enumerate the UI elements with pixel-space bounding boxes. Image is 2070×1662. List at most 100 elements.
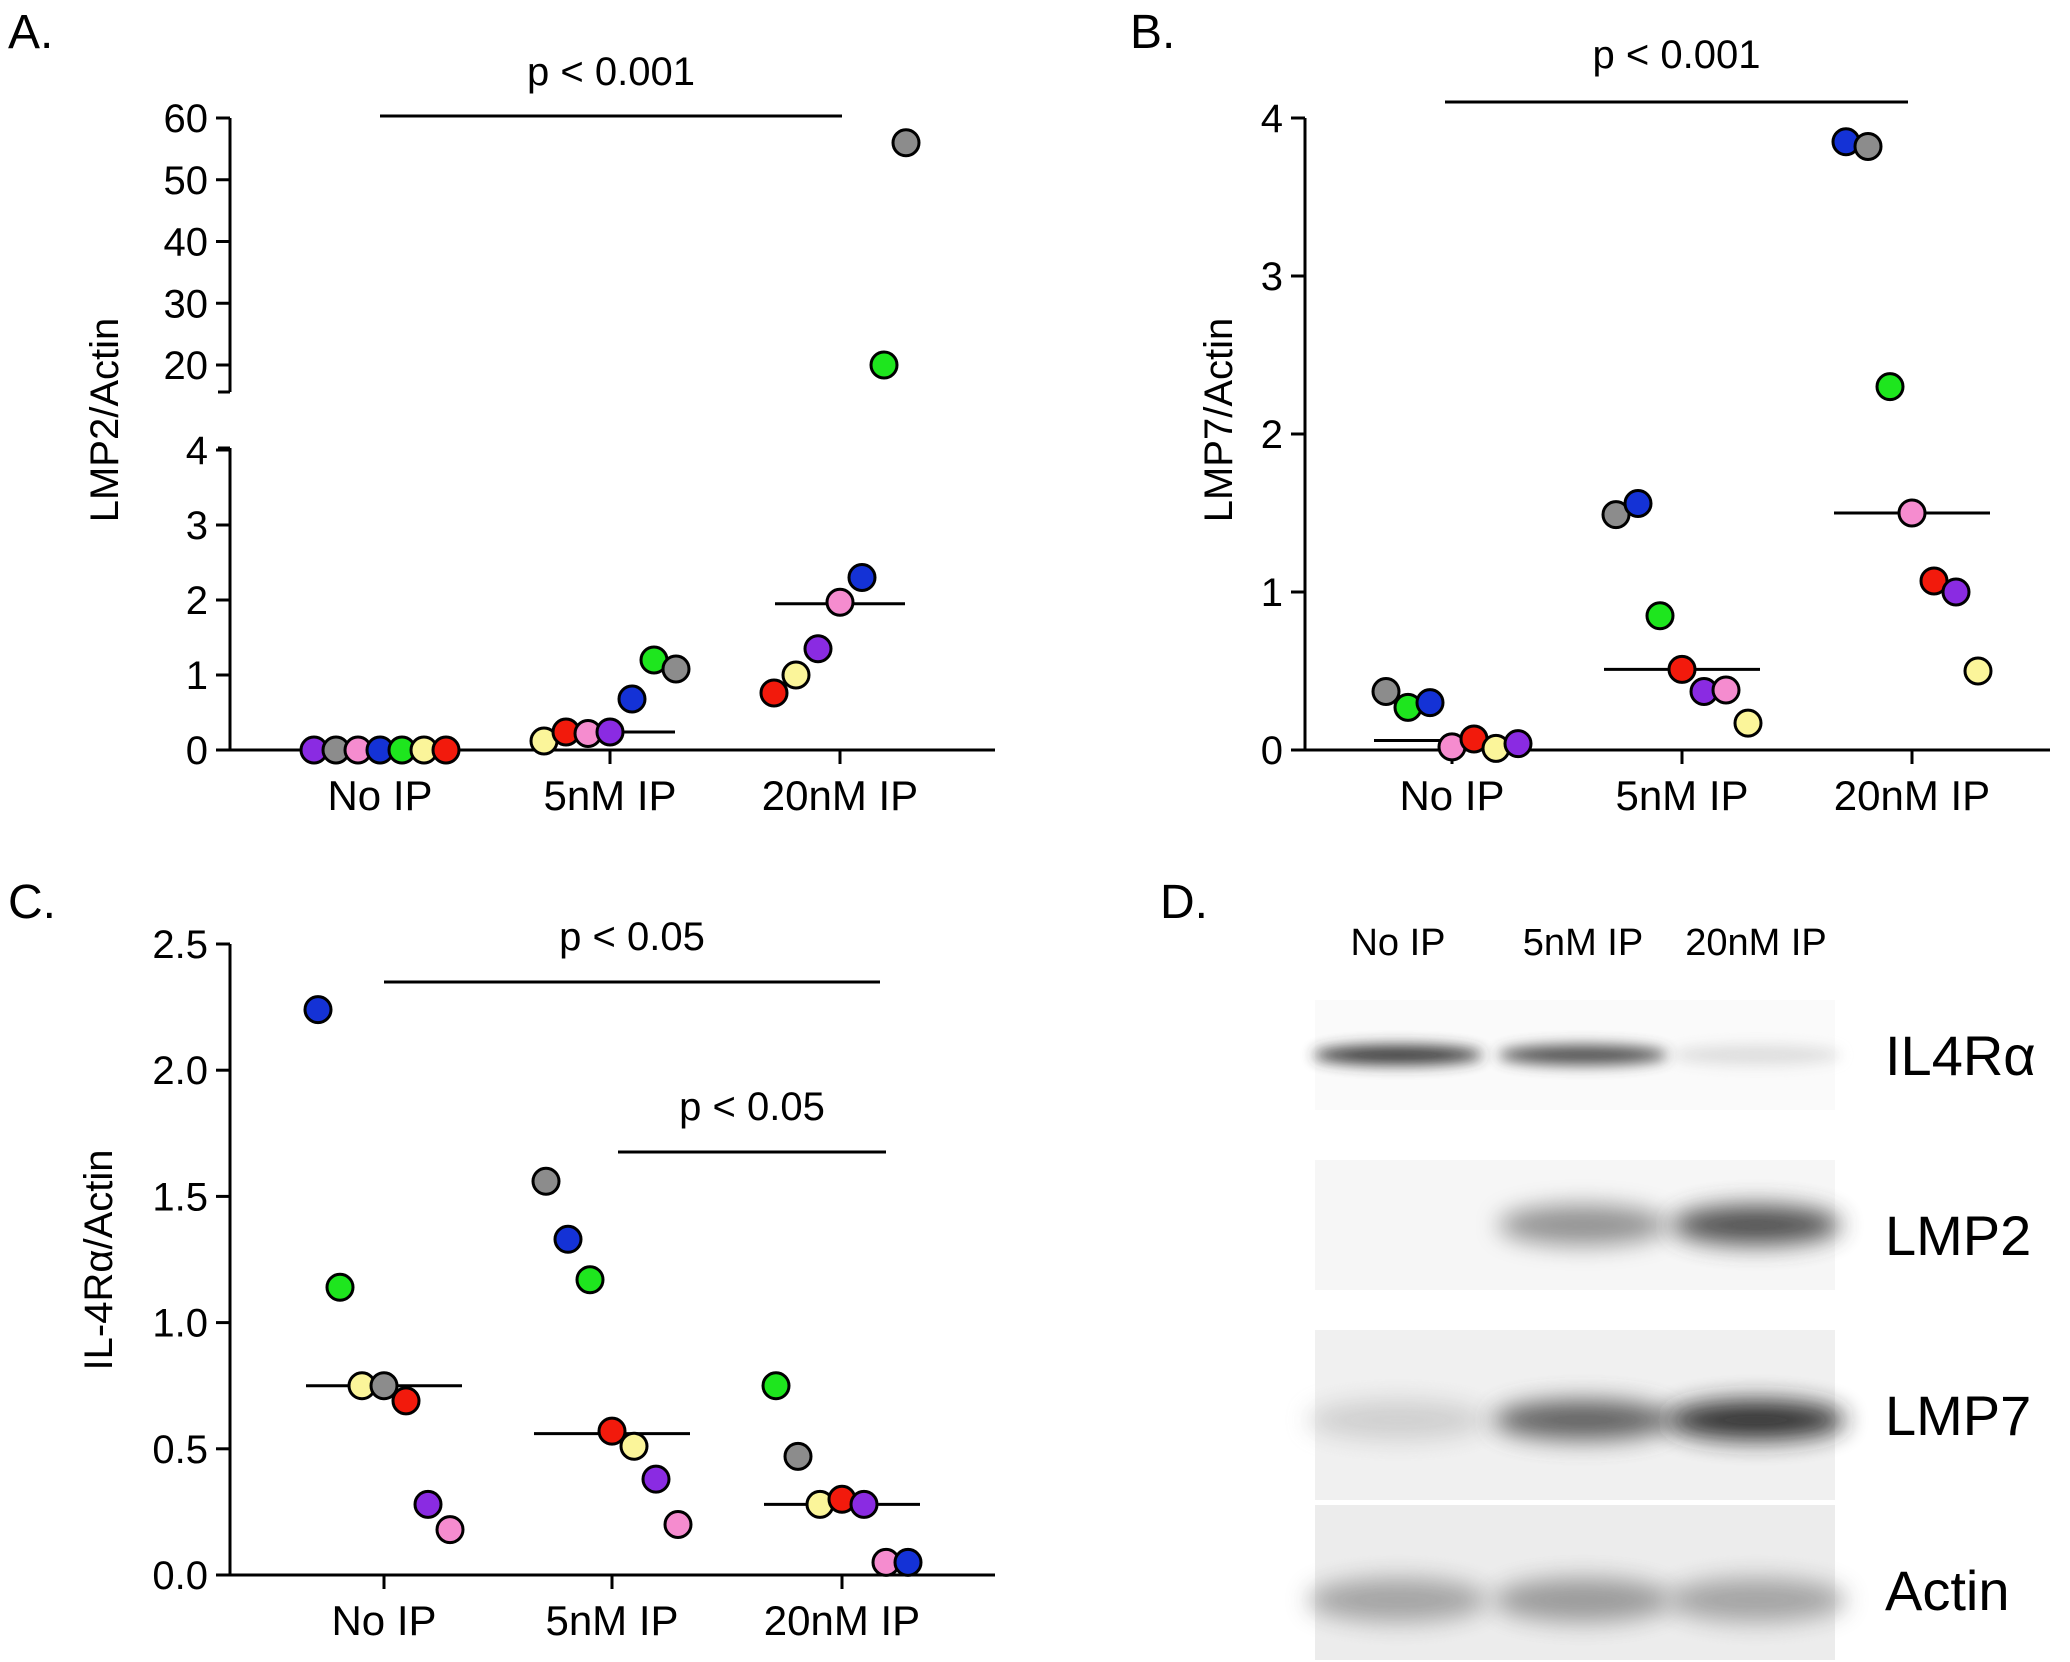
panel-c-point-purple-cat2 xyxy=(849,1489,879,1519)
panel-a-xtick-label-no-ip: No IP xyxy=(327,772,432,819)
panel-b-point-green-cat1 xyxy=(1645,601,1675,631)
panel-b-point-purple-cat2 xyxy=(1941,577,1971,607)
panel-c-point-pink-cat1 xyxy=(663,1510,693,1540)
panel-c-marks xyxy=(303,995,923,1577)
blot-band-lmp7-20nm-ip xyxy=(1666,1400,1846,1440)
panel-c-point-grey-cat2 xyxy=(783,1441,813,1471)
panel-c-point-green-cat1 xyxy=(575,1265,605,1295)
panel-b-ylabel: LMP7/Actin xyxy=(1197,318,1241,523)
panel-c: C. IL-4Rα/Actin 0.0 0.5 1.0 1.5 2.0 2.5 No IP 5… xyxy=(8,876,995,1644)
panel-b-xtick-label-5nm-ip: 5nM IP xyxy=(1615,772,1748,819)
panel-b-point-blue-cat0 xyxy=(1415,688,1445,718)
panel-b-point-pink-cat2 xyxy=(1897,498,1927,528)
panel-a-point-yellow-cat2 xyxy=(781,660,811,690)
panel-b-label: B. xyxy=(1130,6,1175,59)
blot-lane-label-5nm-ip: 5nM IP xyxy=(1523,922,1643,964)
panel-d-label: D. xyxy=(1160,876,1208,929)
panel-c-point-pink-cat0 xyxy=(435,1515,465,1545)
blot-band-actin-5nm-ip xyxy=(1493,1578,1673,1622)
panel-a-point-red-cat0 xyxy=(431,735,461,765)
panel-b-ytick-label-4: 4 xyxy=(1261,97,1283,141)
panel-a-point-purple-cat2 xyxy=(803,634,833,664)
blot-image xyxy=(1308,1000,1846,1660)
panel-b-ytick-label-0: 0 xyxy=(1261,729,1283,773)
panel-a-ytick-label-3: 3 xyxy=(186,504,208,548)
panel-b-point-purple-cat0 xyxy=(1503,729,1533,759)
panel-a-significance-label: p < 0.001 xyxy=(527,50,695,94)
blot-row-label-lmp2: LMP2 xyxy=(1885,1204,2031,1267)
panel-c-ytick-label-0-5: 0.5 xyxy=(152,1428,208,1472)
panel-a-axes: 0 1 2 3 4 20 30 40 50 60 No IP 5nM IP 20nM IP p < 0.0… xyxy=(164,50,995,819)
panel-b-xtick-label-no-ip: No IP xyxy=(1399,772,1504,819)
panel-a-point-green-cat2 xyxy=(869,350,899,380)
panel-c-ytick-label-0-0: 0.0 xyxy=(152,1554,208,1598)
blot-band-lmp2-5nm-ip xyxy=(1498,1205,1668,1245)
panel-b-axes: 0 1 2 3 4 No IP 5nM IP 20nM IP p < 0.001 xyxy=(1261,33,2050,819)
panel-a: A. LMP2/Actin 0 1 2 3 4 20 30 40 50 60 No IP 5nM IP… xyxy=(8,6,995,819)
panel-a-point-blue-cat1 xyxy=(617,684,647,714)
panel-b-point-red-cat1 xyxy=(1667,654,1697,684)
panel-c-point-red-cat1 xyxy=(597,1416,627,1446)
blot-row-label-lmp7: LMP7 xyxy=(1885,1384,2031,1447)
panel-a-ytick-label-2: 2 xyxy=(186,579,208,623)
panel-c-ytick-label-1-0: 1.0 xyxy=(152,1302,208,1346)
blot-band-actin-20nm-ip xyxy=(1666,1578,1846,1622)
panel-c-point-yellow-cat1 xyxy=(619,1431,649,1461)
panel-b-marks xyxy=(1371,127,1993,763)
blot-band-il4r-no-ip xyxy=(1313,1045,1483,1065)
panel-a-point-blue-cat2 xyxy=(847,563,877,592)
panel-a-marks xyxy=(299,128,921,765)
panel-c-xtick-label-no-ip: No IP xyxy=(331,1597,436,1644)
blot-lane-label-20nm-ip: 20nM IP xyxy=(1685,922,1827,964)
panel-c-significance-label-1: p < 0.05 xyxy=(559,915,705,959)
panel-c-label: C. xyxy=(8,876,56,929)
panel-c-ytick-label-2-5: 2.5 xyxy=(152,923,208,967)
panel-a-ytick-label-40: 40 xyxy=(164,221,209,265)
panel-c-point-red-cat0 xyxy=(391,1386,421,1416)
panel-a-ytick-label-20: 20 xyxy=(164,344,209,388)
panel-a-xtick-label-20nm-ip: 20nM IP xyxy=(762,772,918,819)
panel-b-xtick-label-20nm-ip: 20nM IP xyxy=(1834,772,1990,819)
blot-band-lmp7-5nm-ip xyxy=(1493,1400,1673,1440)
panel-a-point-purple-cat1 xyxy=(595,717,625,747)
panel-c-point-blue-cat0 xyxy=(303,995,333,1025)
panel-b-ytick-label-2: 2 xyxy=(1261,413,1283,457)
panel-a-ytick-label-30: 30 xyxy=(164,282,209,326)
panel-c-xtick-label-20nm-ip: 20nM IP xyxy=(764,1597,920,1644)
panel-a-ytick-label-50: 50 xyxy=(164,159,209,203)
panel-b-ytick-label-1: 1 xyxy=(1261,571,1283,615)
panel-c-point-green-cat2 xyxy=(761,1371,791,1401)
panel-b-point-grey-cat2 xyxy=(1853,131,1883,161)
panel-b-point-yellow-cat2 xyxy=(1963,656,1993,686)
panel-c-point-purple-cat1 xyxy=(641,1464,671,1494)
panel-c-point-blue-cat2 xyxy=(893,1547,923,1577)
blot-band-il4r-5nm-ip xyxy=(1498,1045,1668,1065)
panel-a-xtick-label-5nm-ip: 5nM IP xyxy=(543,772,676,819)
blot-lane-label-no-ip: No IP xyxy=(1350,922,1445,964)
blot-row-label-il4ra: IL4Rα xyxy=(1885,1024,2036,1087)
panel-c-xtick-label-5nm-ip: 5nM IP xyxy=(545,1597,678,1644)
panel-b-point-grey-cat0 xyxy=(1371,677,1401,707)
blot-band-lmp7-no-ip xyxy=(1308,1400,1488,1440)
panel-a-point-grey-cat1 xyxy=(661,654,691,684)
panel-b-significance-label-1: p < 0.001 xyxy=(1593,33,1761,77)
panel-a-ylabel: LMP2/Actin xyxy=(83,318,127,523)
panel-a-ytick-label-60: 60 xyxy=(164,97,209,141)
panel-a-ytick-label-0: 0 xyxy=(186,729,208,773)
blot-row-label-actin: Actin xyxy=(1885,1559,2010,1622)
panel-c-point-blue-cat1 xyxy=(553,1224,583,1254)
panel-c-ytick-label-2-0: 2.0 xyxy=(152,1049,208,1093)
panel-c-significance-label-2: p < 0.05 xyxy=(679,1085,825,1129)
panel-b-ytick-label-3: 3 xyxy=(1261,255,1283,299)
panel-b: B. LMP7/Actin 0 1 2 3 4 No IP 5nM IP 20nM IP p <… xyxy=(1130,6,2050,819)
panel-c-ylabel: IL-4Rα/Actin xyxy=(77,1150,121,1371)
panel-c-point-green-cat0 xyxy=(325,1272,355,1302)
panel-a-point-red-cat2 xyxy=(759,678,789,708)
blot-band-lmp2-20nm-ip xyxy=(1671,1205,1841,1245)
panel-c-point-grey-cat0 xyxy=(369,1371,399,1401)
panel-b-point-blue-cat1 xyxy=(1623,489,1653,519)
panel-a-label: A. xyxy=(8,6,53,59)
panel-a-ytick-label-1: 1 xyxy=(186,654,208,698)
panel-c-point-purple-cat0 xyxy=(413,1489,443,1519)
